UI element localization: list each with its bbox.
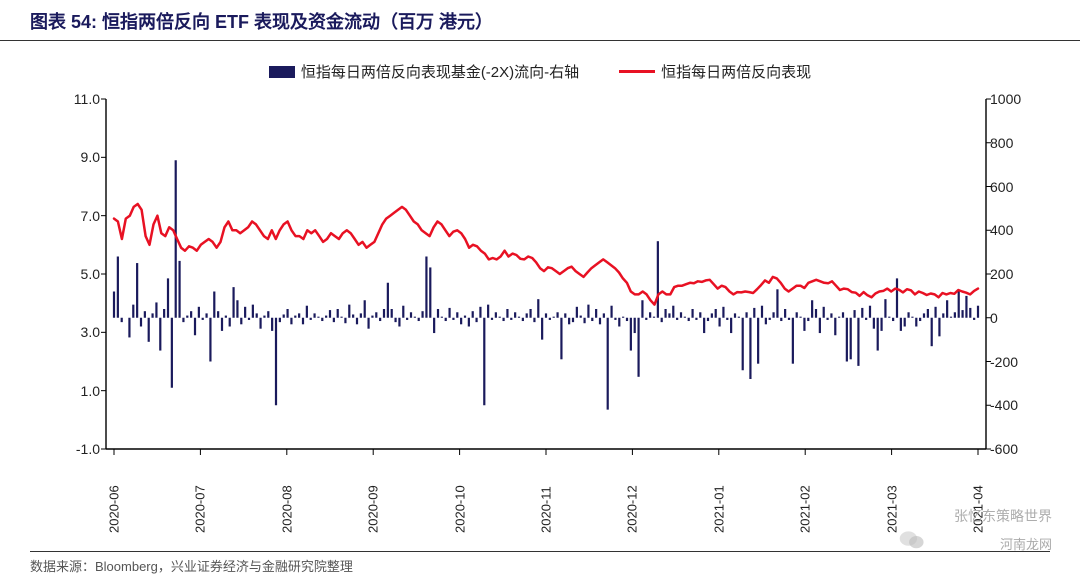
x-tick-label: 2021-02: [798, 459, 813, 533]
chart-svg: [106, 99, 986, 449]
y-right-tick: -600: [990, 441, 1050, 457]
x-tick-label: 2020-08: [279, 459, 294, 533]
y-right-tick: 0: [990, 310, 1050, 326]
y-right-tick: 1000: [990, 91, 1050, 107]
y-axis-left-labels: -1.01.03.05.07.09.011.0: [30, 99, 100, 449]
chart-footer: 数据来源：Bloomberg，兴业证券经济与金融研究院整理: [30, 551, 1050, 575]
x-tick-label: 2020-07: [193, 459, 208, 533]
y-right-tick: 200: [990, 266, 1050, 282]
x-tick-label: 2020-06: [107, 459, 122, 533]
y-left-tick: 7.0: [30, 208, 100, 224]
chart-area: 恒指每日两倍反向表现基金(-2X)流向-右轴 恒指每日两倍反向表现 -1.0 1.…: [30, 51, 1050, 511]
chart-plot: [106, 99, 986, 449]
x-tick-label: 2020-12: [625, 459, 640, 533]
x-tick-label: 2020-11: [539, 459, 554, 533]
y-right-tick: -400: [990, 397, 1050, 413]
y-right-tick: 400: [990, 222, 1050, 238]
chart-title: 图表 54: 恒指两倍反向 ETF 表现及资金流动（百万 港元）: [30, 8, 493, 34]
wechat-icon: [899, 529, 925, 551]
y-left-tick: 9.0: [30, 149, 100, 165]
y-right-tick: -200: [990, 354, 1050, 370]
y-axis-right-labels: -600-400-20002004006008001000: [990, 99, 1050, 449]
x-axis-labels: 2020-06 2020-07 2020-08 2020-09 2020-10 2020-…: [106, 453, 986, 543]
x-tick-label: 2020-09: [366, 459, 381, 533]
watermark-author: 张忆东策略世界: [954, 506, 1052, 526]
y-left-tick: 11.0: [30, 91, 100, 107]
y-left-tick: -1.0: [30, 441, 100, 457]
y-right-tick: 800: [990, 135, 1050, 151]
y-right-tick: 600: [990, 179, 1050, 195]
legend-line-label: 恒指每日两倍反向表现: [661, 61, 811, 82]
y-left-tick: 1.0: [30, 383, 100, 399]
y-left-tick: 5.0: [30, 266, 100, 282]
x-tick-label: 2020-10: [452, 459, 467, 533]
watermark-site: 河南龙网: [1000, 534, 1052, 553]
x-tick-label: 2021-03: [884, 459, 899, 533]
chart-legend: 恒指每日两倍反向表现基金(-2X)流向-右轴 恒指每日两倍反向表现: [30, 51, 1050, 86]
legend-bar-label: 恒指每日两倍反向表现基金(-2X)流向-右轴: [301, 61, 579, 82]
y-left-tick: 3.0: [30, 324, 100, 340]
chart-title-bar: 图表 54: 恒指两倍反向 ETF 表现及资金流动（百万 港元）: [0, 0, 1080, 41]
legend-bar-swatch: [269, 66, 295, 78]
data-source-text: 数据来源：Bloomberg，兴业证券经济与金融研究院整理: [30, 559, 353, 574]
legend-line-swatch: [619, 70, 655, 73]
legend-item-bar: 恒指每日两倍反向表现基金(-2X)流向-右轴: [269, 61, 579, 82]
legend-item-line: 恒指每日两倍反向表现: [619, 61, 811, 82]
x-tick-label: 2021-01: [711, 459, 726, 533]
